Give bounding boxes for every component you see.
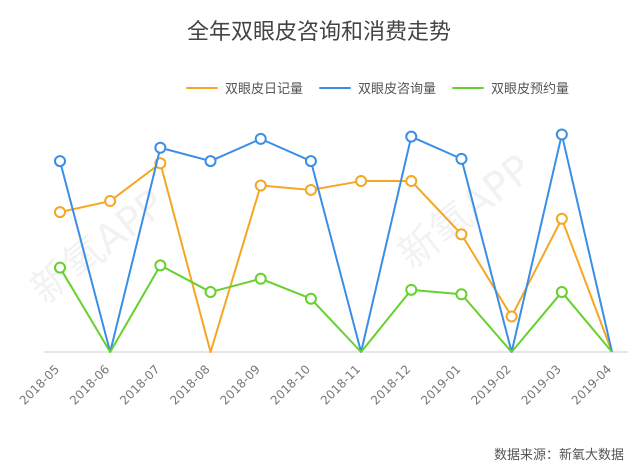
x-tick-label: 2018-05 <box>17 362 62 407</box>
legend-label-diary: 双眼皮日记量 <box>225 82 304 97</box>
x-tick-label: 2019-04 <box>569 362 614 407</box>
data-point-1-4 <box>254 132 267 145</box>
data-point-2-3 <box>204 286 217 299</box>
legend-item-consult: 双眼皮咨询量 <box>319 78 436 97</box>
data-source: 数据来源：新氧大数据 <box>493 448 624 463</box>
x-tick-label: 2018-09 <box>217 362 262 407</box>
x-tick-label: 2018-07 <box>117 362 162 407</box>
data-point-2-7 <box>405 283 418 296</box>
legend-label-consult: 双眼皮咨询量 <box>358 82 437 97</box>
data-point-0-5 <box>304 183 317 196</box>
data-point-1-5 <box>304 155 317 168</box>
data-point-1-7 <box>405 130 418 143</box>
data-point-0-9 <box>505 310 518 323</box>
data-point-2-4 <box>254 272 267 285</box>
legend-swatch-booking <box>452 86 485 89</box>
x-tick-label: 2019-01 <box>418 362 463 407</box>
data-point-0-6 <box>355 175 368 188</box>
x-tick-label: 2018-10 <box>268 362 313 407</box>
data-point-1-8 <box>455 152 468 165</box>
series-line-2 <box>59 264 613 353</box>
data-point-0-10 <box>555 212 568 225</box>
series-line-1 <box>59 133 613 353</box>
legend-swatch-diary <box>186 86 218 89</box>
x-tick-label: 2018-06 <box>67 362 112 407</box>
data-point-2-10 <box>555 286 568 299</box>
data-point-1-0 <box>54 155 66 168</box>
x-tick-label: 2018-08 <box>167 362 212 407</box>
data-point-0-4 <box>254 179 267 192</box>
x-tick-label: 2018-11 <box>318 362 363 407</box>
data-point-0-0 <box>54 206 66 219</box>
legend-item-diary: 双眼皮日记量 <box>186 78 303 97</box>
chart-legend: 双眼皮日记量 双眼皮咨询量 双眼皮预约量 <box>186 78 636 97</box>
legend-swatch-consult <box>319 86 352 89</box>
data-point-1-3 <box>204 155 217 168</box>
data-point-2-5 <box>304 292 317 305</box>
legend-label-booking: 双眼皮预约量 <box>491 82 570 97</box>
data-point-0-7 <box>405 175 418 188</box>
x-tick-label: 2019-03 <box>519 362 564 407</box>
x-tick-label: 2018-12 <box>368 362 413 407</box>
legend-item-booking: 双眼皮预约量 <box>452 78 569 97</box>
data-point-1-10 <box>555 128 568 141</box>
data-point-1-2 <box>154 141 167 154</box>
data-point-2-8 <box>455 288 468 301</box>
series-line-0 <box>59 162 613 353</box>
x-tick-label: 2019-02 <box>468 362 513 407</box>
data-point-0-1 <box>104 195 117 208</box>
data-point-2-0 <box>54 261 66 274</box>
chart-title: 全年双眼皮咨询和消费走势 <box>186 20 451 45</box>
data-point-0-8 <box>455 228 468 241</box>
data-point-2-2 <box>154 259 167 272</box>
